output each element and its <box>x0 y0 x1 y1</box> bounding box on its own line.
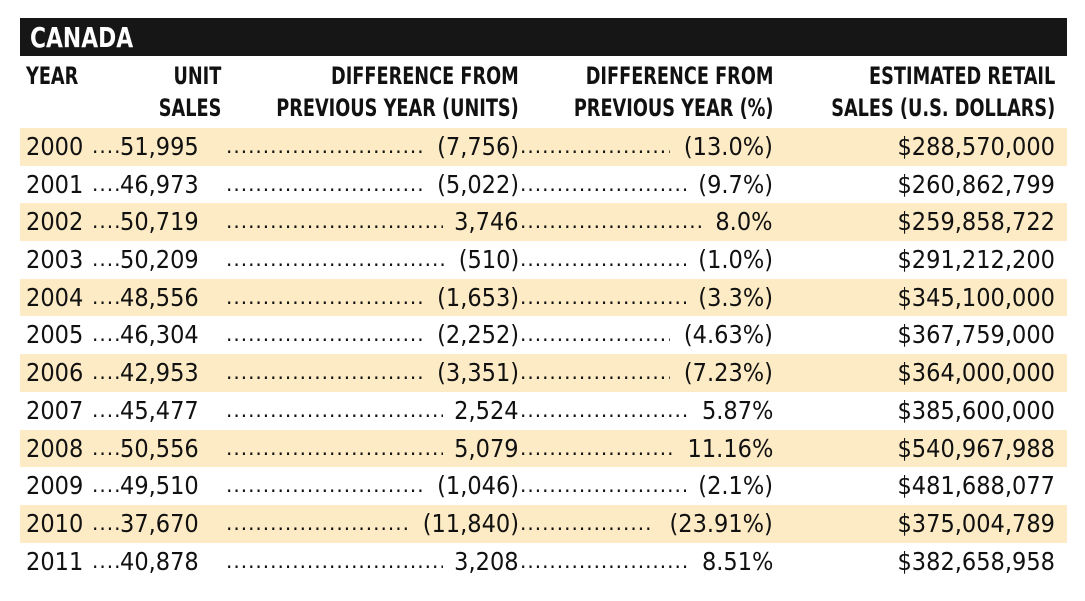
cell-year: 2002 <box>26 207 84 237</box>
leader-dots: ........................................… <box>92 209 122 234</box>
table-row: ........................................… <box>20 128 1067 166</box>
cell-diff-percent: (9.7%) <box>685 165 773 204</box>
cell-estimated-sales: $259,858,722 <box>897 207 1055 237</box>
cell-diff-units: (510) <box>447 241 519 279</box>
cell-diff-units: (7,756) <box>423 128 519 166</box>
table-body: ........................................… <box>20 128 1067 581</box>
cell-unit-sales: 49,510 <box>120 467 220 505</box>
leader-dots: ........................................… <box>92 247 122 272</box>
cell-diff-percent: (3.3%) <box>685 278 773 317</box>
cell-diff-percent: (23.91%) <box>654 504 773 543</box>
cell-diff-units: 3,746 <box>443 203 519 242</box>
cell-estimated-sales: $345,100,000 <box>897 282 1055 312</box>
cell-year: 2000 <box>26 132 84 161</box>
leader-dots: ........................................… <box>92 171 122 196</box>
cell-estimated-sales: $260,862,799 <box>897 169 1055 199</box>
table-row: ........................................… <box>20 429 1067 468</box>
cell-year: 2007 <box>26 395 84 425</box>
cell-unit-sales: 45,477 <box>120 391 220 430</box>
cell-diff-units: (11,840) <box>408 504 519 543</box>
table-row: ........................................… <box>20 165 1067 204</box>
cell-estimated-sales: $288,570,000 <box>897 132 1055 161</box>
leader-dots: ........................................… <box>92 134 122 158</box>
cell-year: 2005 <box>26 320 84 350</box>
table-row: ........................................… <box>20 467 1067 505</box>
cell-diff-percent: 8.51% <box>689 542 773 581</box>
header-diff-percent: DIFFERENCE FROM PREVIOUS YEAR (%) <box>573 62 773 122</box>
cell-diff-percent: (4.63%) <box>670 316 773 355</box>
cell-diff-percent: (7.23%) <box>670 354 773 392</box>
table-row: ........................................… <box>20 241 1067 279</box>
table-row: ........................................… <box>20 203 1067 242</box>
cell-estimated-sales: $540,967,988 <box>897 433 1055 463</box>
table-row: ........................................… <box>20 278 1067 317</box>
table-container: CANADA YEAR UNIT SALES DIFFERENCE FROM P… <box>20 18 1067 581</box>
cell-diff-units: (1,046) <box>423 467 519 505</box>
cell-diff-units: 2,524 <box>443 391 519 430</box>
table-title-banner: CANADA <box>20 18 1067 56</box>
leader-dots: ........................................… <box>92 360 122 385</box>
table-row: ........................................… <box>20 316 1067 355</box>
cell-unit-sales: 37,670 <box>120 504 220 543</box>
cell-diff-units: 3,208 <box>443 542 519 581</box>
cell-unit-sales: 50,556 <box>120 429 220 468</box>
header-diff-units: DIFFERENCE FROM PREVIOUS YEAR (UNITS) <box>276 62 519 122</box>
cell-estimated-sales: $382,658,958 <box>897 546 1055 576</box>
cell-estimated-sales: $291,212,200 <box>897 245 1055 275</box>
cell-year: 2011 <box>26 546 84 576</box>
leader-dots: ........................................… <box>92 284 122 309</box>
leader-dots: ........................................… <box>92 397 122 422</box>
leader-dots: ........................................… <box>92 548 122 573</box>
header-year: YEAR <box>26 62 79 90</box>
cell-diff-units: 5,079 <box>443 429 519 468</box>
cell-unit-sales: 42,953 <box>120 354 220 392</box>
cell-unit-sales: 40,878 <box>120 542 220 581</box>
cell-year: 2008 <box>26 433 84 463</box>
cell-unit-sales: 48,556 <box>120 278 220 317</box>
header-unit-sales: UNIT SALES <box>158 62 221 122</box>
cell-diff-percent: 5.87% <box>689 391 773 430</box>
cell-diff-units: (2,252) <box>423 316 519 355</box>
cell-unit-sales: 50,209 <box>120 241 220 279</box>
cell-unit-sales: 50,719 <box>120 203 220 242</box>
table-row: ........................................… <box>20 391 1067 430</box>
leader-dots: ........................................… <box>92 322 122 347</box>
cell-diff-percent: (13.0%) <box>670 128 773 166</box>
table-row: ........................................… <box>20 542 1067 581</box>
cell-diff-percent: 11.16% <box>673 429 773 468</box>
cell-year: 2003 <box>26 245 84 275</box>
table-row: ........................................… <box>20 504 1067 543</box>
cell-unit-sales: 46,973 <box>120 165 220 204</box>
cell-year: 2010 <box>26 508 84 538</box>
leader-dots: ........................................… <box>92 473 122 498</box>
cell-estimated-sales: $481,688,077 <box>897 471 1055 501</box>
cell-diff-percent: (2.1%) <box>685 467 773 505</box>
table-header: YEAR UNIT SALES DIFFERENCE FROM PREVIOUS… <box>20 56 1067 128</box>
cell-year: 2006 <box>26 358 84 388</box>
cell-unit-sales: 51,995 <box>120 128 220 166</box>
cell-year: 2004 <box>26 282 84 312</box>
cell-diff-percent: (1.0%) <box>685 241 773 279</box>
leader-dots: ........................................… <box>92 435 122 460</box>
cell-diff-units: (1,653) <box>423 278 519 317</box>
header-estimated-sales: ESTIMATED RETAIL SALES (U.S. DOLLARS) <box>830 62 1055 122</box>
cell-estimated-sales: $375,004,789 <box>897 508 1055 538</box>
cell-estimated-sales: $385,600,000 <box>897 395 1055 425</box>
table-row: ........................................… <box>20 354 1067 392</box>
cell-year: 2009 <box>26 471 84 501</box>
cell-diff-units: (3,351) <box>423 354 519 392</box>
cell-diff-units: (5,022) <box>423 165 519 204</box>
cell-diff-percent: 8.0% <box>705 203 773 242</box>
leader-dots: ........................................… <box>92 510 122 535</box>
cell-estimated-sales: $364,000,000 <box>897 358 1055 388</box>
cell-year: 2001 <box>26 169 84 199</box>
table-title: CANADA <box>30 20 134 54</box>
cell-unit-sales: 46,304 <box>120 316 220 355</box>
cell-estimated-sales: $367,759,000 <box>897 320 1055 350</box>
